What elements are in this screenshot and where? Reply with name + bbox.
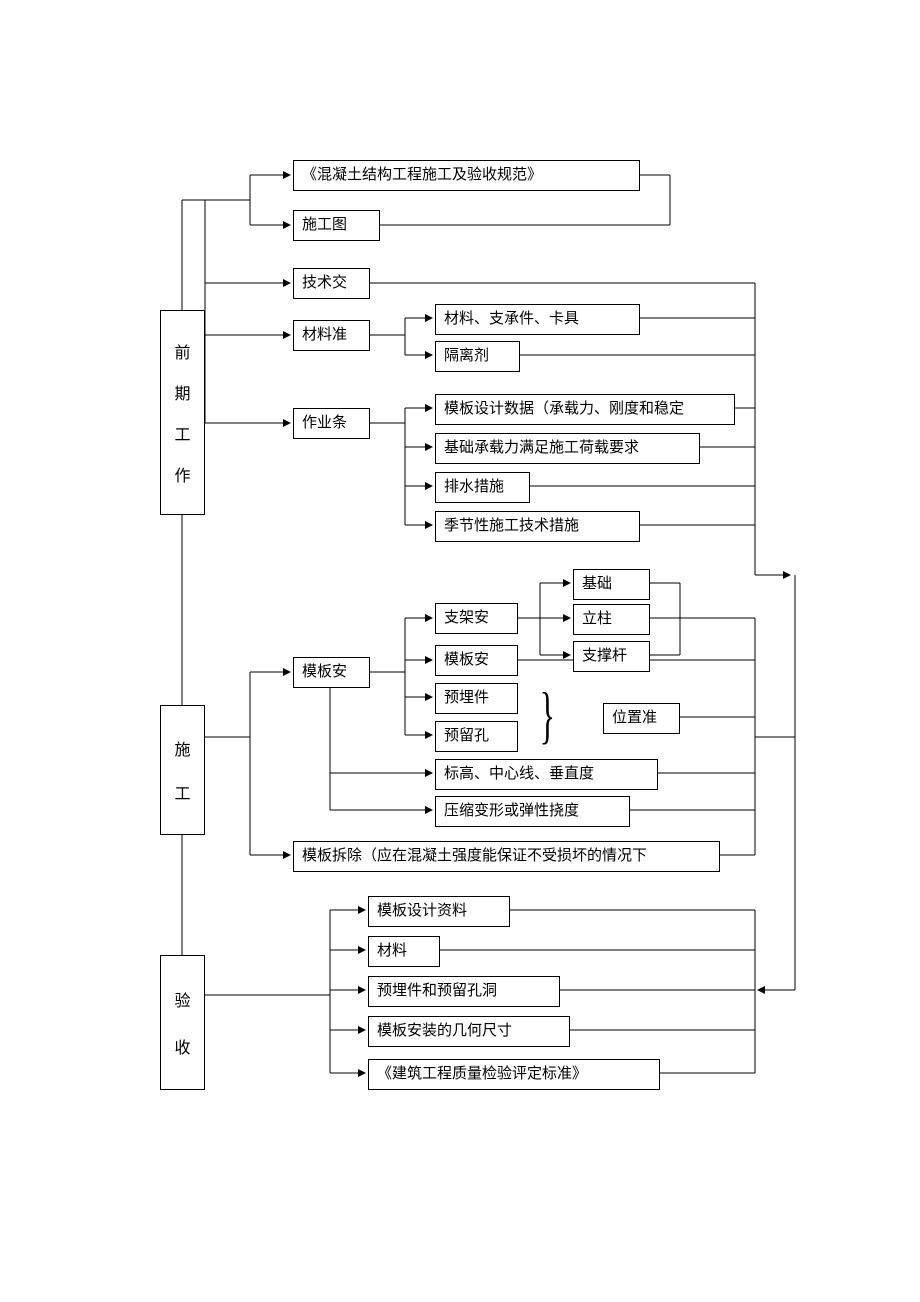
yuliu: 预留孔	[435, 721, 518, 752]
yumai: 预埋件	[435, 683, 518, 714]
zuoye: 作业条	[293, 408, 370, 439]
stage-shigong-c2: 工	[174, 780, 190, 804]
stage-yanshou-c1: 验	[174, 987, 190, 1011]
stage-yanshou-c2: 收	[174, 1034, 190, 1058]
y1: 模板设计资料	[368, 896, 510, 927]
stage-prep-c1: 前	[174, 339, 190, 363]
std-2: 施工图	[293, 210, 380, 241]
stage-prep: 前 期 工 作	[160, 310, 205, 515]
std-1: 《混凝土结构工程施工及验收规范》	[293, 160, 640, 191]
stage-prep-c4: 作	[174, 462, 190, 486]
stage-shigong: 施 工	[160, 705, 205, 835]
cailiao-c1: 材料、支承件、卡具	[435, 304, 640, 335]
y2: 材料	[368, 936, 440, 967]
cailiao-c2: 隔离剂	[435, 341, 520, 372]
yasuo: 压缩变形或弹性挠度	[435, 796, 630, 827]
zhicheng: 支撑杆	[573, 641, 650, 672]
jishu: 技术交	[293, 268, 370, 299]
muban-an-2: 模板安	[435, 645, 518, 676]
weizhi: 位置准	[603, 703, 680, 734]
zuoye-z1: 模板设计数据（承载力、刚度和稳定	[435, 394, 735, 425]
stage-yanshou: 验 收	[160, 955, 205, 1090]
zuoye-z3: 排水措施	[435, 472, 530, 503]
y3: 预埋件和预留孔洞	[368, 976, 560, 1007]
stage-prep-c3: 工	[174, 421, 190, 445]
chaichu: 模板拆除（应在混凝土强度能保证不受损坏的情况下	[293, 841, 720, 872]
jichu: 基础	[573, 569, 650, 600]
brace-icon: }	[540, 683, 555, 747]
stage-prep-c2: 期	[174, 380, 190, 404]
y5: 《建筑工程质量检验评定标准》	[368, 1059, 660, 1090]
biaogao: 标高、中心线、垂直度	[435, 759, 658, 790]
zuoye-z2: 基础承载力满足施工荷载要求	[435, 433, 700, 464]
muban-an-main: 模板安	[293, 657, 370, 688]
cailiao: 材料准	[293, 320, 370, 351]
zuoye-z4: 季节性施工技术措施	[435, 511, 640, 542]
zhijia-an: 支架安	[435, 603, 518, 634]
stage-shigong-c1: 施	[174, 736, 190, 760]
y4: 模板安装的几何尺寸	[368, 1016, 570, 1047]
lizhu: 立柱	[573, 604, 650, 635]
